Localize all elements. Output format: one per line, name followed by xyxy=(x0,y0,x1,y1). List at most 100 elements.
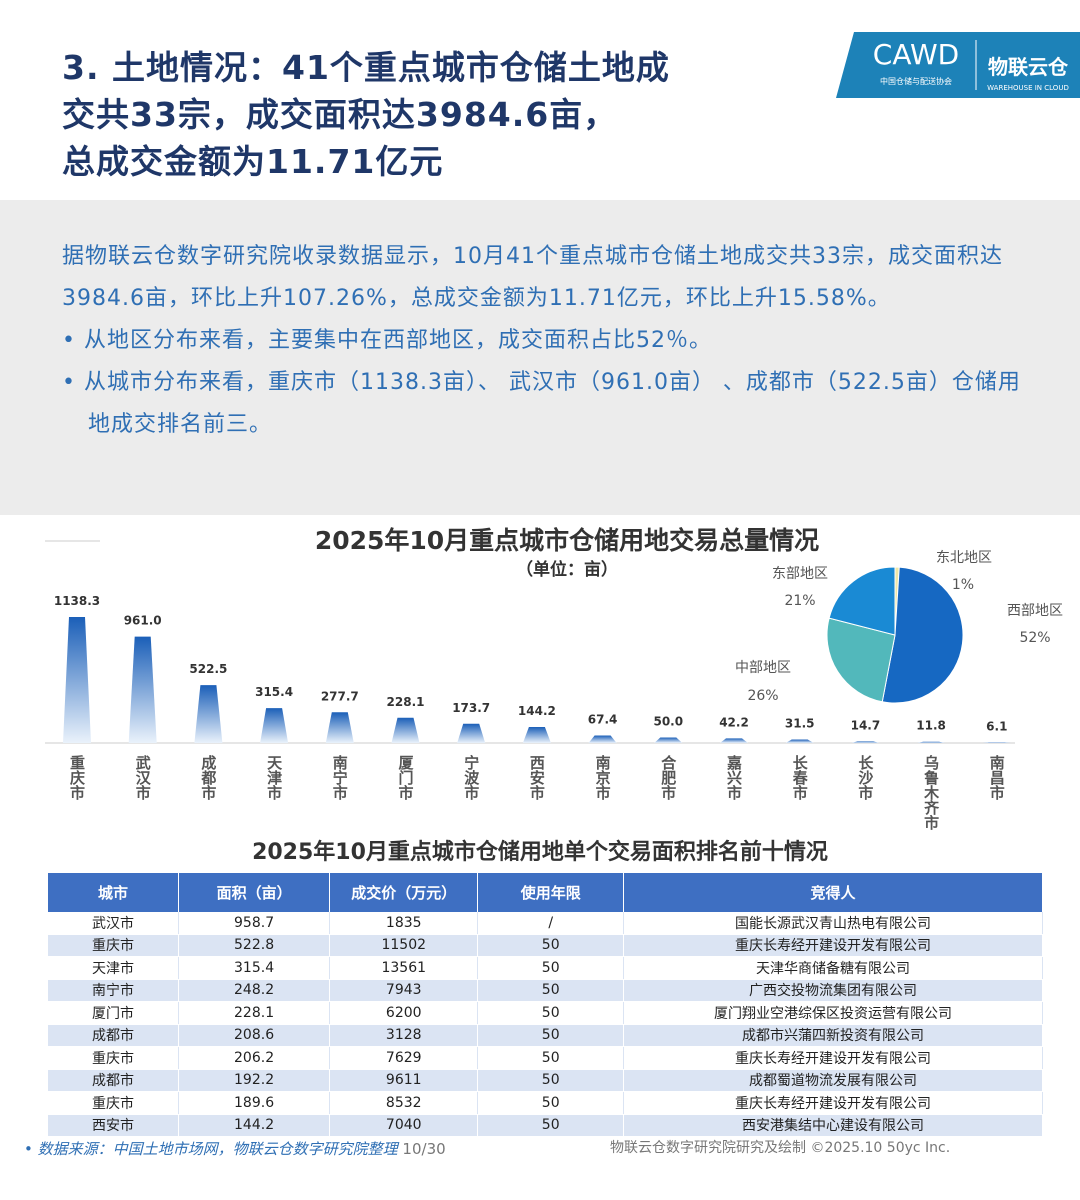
brand-caption: WAREHOUSE IN CLOUD xyxy=(987,84,1069,92)
table-cell: 重庆市 xyxy=(48,1091,179,1115)
heading: 3. 土地情况：41个重点城市仓储土地成 交共33宗，成交面积达3984.6亩， 总… xyxy=(62,44,670,185)
pie-slice xyxy=(828,566,896,636)
category-label: 长春市 xyxy=(791,754,809,801)
table: 城市 面积（亩） 成交价（万元） 使用年限 竞得人 武汉市 958.7 1835/国能长源武汉… xyxy=(48,873,1043,1137)
table-row: 重庆市 206.2 7629 50 重庆长寿经开建设开发有限公司 xyxy=(48,1046,1043,1070)
table-cell: 50 xyxy=(477,1069,625,1092)
column-header: 使用年限 xyxy=(477,873,625,912)
category-label: 天津市 xyxy=(265,755,283,801)
bar xyxy=(391,717,420,743)
logo: CAWD 中国仓储与配送协会 物联云仓 WAREHOUSE IN CLOUD xyxy=(836,32,1080,98)
logo-text: CAWD xyxy=(873,38,959,71)
category-label: 合肥市 xyxy=(659,754,677,801)
table-row: 南宁市 248.2 7943 50 广西交投物流集团有限公司 xyxy=(48,979,1043,1002)
value-label: 6.1 xyxy=(986,719,1007,733)
category-label: 西安市 xyxy=(528,755,546,801)
table-cell: 50 xyxy=(477,1046,625,1070)
table-cell: 9611 xyxy=(329,1069,479,1092)
table-row: 天津市 315.4 13561 50 天津华商储备糖有限公司 xyxy=(48,956,1043,980)
column-header: 城市 xyxy=(48,873,179,912)
bullet: • 从地区分布来看，主要集中在西部地区，成交面积占比52％。 xyxy=(62,328,712,353)
table-cell: 208.6 xyxy=(178,1024,331,1047)
value-label: 67.4 xyxy=(588,713,618,727)
footer-credit: 物联云仓数字研究院研究及绘制 ©2025.10 50yc Inc. xyxy=(610,1140,951,1156)
value-label: 14.7 xyxy=(851,718,881,732)
category-label: 武汉市 xyxy=(134,754,152,801)
table-row: 西安市 144.2 7040 50 西安港集结中心建设有限公司 xyxy=(48,1114,1043,1137)
chart-subtitle: （单位：亩） xyxy=(516,559,618,580)
bar xyxy=(522,727,551,743)
bullet: • 从城市分布来看，重庆市（1138.3亩）、 武汉市（961.0亩） 、成都市… xyxy=(62,370,1021,437)
value-label: 315.4 xyxy=(255,685,293,699)
bar xyxy=(63,617,91,743)
table-cell: 重庆长寿经开建设开发有限公司 xyxy=(623,1091,1043,1115)
table-cell: 206.2 xyxy=(178,1046,331,1070)
table-cell: 228.1 xyxy=(178,1001,331,1025)
table-cell: 958.7 xyxy=(178,912,331,935)
column-header: 面积（亩） xyxy=(178,873,331,912)
table-cell: 3128 xyxy=(329,1024,479,1047)
bar xyxy=(917,741,946,743)
table-cell: 南宁市 xyxy=(48,979,179,1002)
category-label: 嘉兴市 xyxy=(725,754,743,801)
logo-caption: 中国仓储与配送协会 xyxy=(880,76,952,86)
pie-slice xyxy=(881,566,964,704)
bar xyxy=(325,712,354,743)
table-cell: 重庆长寿经开建设开发有限公司 xyxy=(623,934,1043,957)
bullet-text: 从城市分布来看，重庆市（1138.3亩）、 武汉市（961.0亩） 、成都市（5… xyxy=(83,370,1021,437)
table-row: 成都市 192.2 9611 50 成都蜀道物流发展有限公司 xyxy=(48,1069,1043,1092)
footer-source: • 数据来源：中国土地市场网，物联云仓数字研究院整理 10/30 xyxy=(24,1140,446,1158)
table-cell: 天津华商储备糖有限公司 xyxy=(623,956,1043,980)
column-header: 成交价（万元） xyxy=(329,873,479,912)
bar xyxy=(851,741,880,743)
table-cell: 50 xyxy=(477,979,625,1002)
category-label: 厦门市 xyxy=(397,755,415,801)
table-cell: 西安市 xyxy=(48,1114,179,1137)
bar xyxy=(588,735,617,743)
table-cell: 8532 xyxy=(329,1091,479,1115)
table-cell: 248.2 xyxy=(178,979,331,1002)
table-cell: / xyxy=(477,912,625,935)
value-label: 522.5 xyxy=(189,662,227,676)
table-cell: 1835 xyxy=(329,912,479,935)
value-label: 1138.3 xyxy=(54,594,100,608)
value-label: 42.2 xyxy=(719,715,749,729)
table-cell: 50 xyxy=(477,956,625,980)
bar xyxy=(128,636,157,743)
category-label: 乌鲁木齐市 xyxy=(922,754,940,831)
bar xyxy=(654,737,683,743)
value-label: 50.0 xyxy=(653,714,683,728)
bullet-text: 从地区分布来看，主要集中在西部地区，成交面积占比52％。 xyxy=(83,328,712,353)
table-cell: 315.4 xyxy=(178,956,331,980)
pie-label: 21% xyxy=(784,593,815,609)
bar xyxy=(260,708,289,743)
table-cell: 7943 xyxy=(329,979,479,1002)
table-cell: 50 xyxy=(477,1001,625,1025)
table-row: 成都市 208.6 3128 50 成都市兴蒲四新投资有限公司 xyxy=(48,1024,1043,1047)
pie-category: 中部地区 xyxy=(735,660,791,676)
table-cell: 522.8 xyxy=(178,934,331,957)
table-cell: 重庆长寿经开建设开发有限公司 xyxy=(623,1046,1043,1070)
table-cell: 144.2 xyxy=(178,1114,331,1137)
page-number: 10/30 xyxy=(402,1140,446,1158)
table-cell: 重庆市 xyxy=(48,1046,179,1070)
value-label: 11.8 xyxy=(916,719,946,733)
table-cell: 厦门翔业空港综保区投资运营有限公司 xyxy=(623,1001,1043,1025)
table-cell: 天津市 xyxy=(48,956,179,980)
table-cell: 50 xyxy=(477,1091,625,1115)
category-label: 南昌市 xyxy=(988,754,1006,801)
summary-box xyxy=(0,200,1080,515)
table-cell: 11502 xyxy=(329,934,479,957)
table-row: 武汉市 958.7 1835/国能长源武汉青山热电有限公司 xyxy=(48,912,1043,935)
table-cell: 成都市 xyxy=(48,1069,179,1092)
table-cell: 6200 xyxy=(329,1001,479,1025)
table-cell: 成都市 xyxy=(48,1024,179,1047)
table-title: 2025年10月重点城市仓储用地单个交易面积排名前十情况 xyxy=(252,840,828,865)
table-cell: 50 xyxy=(477,934,625,957)
bar xyxy=(457,723,486,743)
bar xyxy=(982,742,1011,743)
header-row: 城市 面积（亩） 成交价（万元） 使用年限 竞得人 xyxy=(48,873,1043,912)
pie-category: 东北地区 xyxy=(936,550,992,566)
pie-category: 西部地区 xyxy=(1007,603,1063,619)
table-cell: 广西交投物流集团有限公司 xyxy=(623,979,1043,1002)
